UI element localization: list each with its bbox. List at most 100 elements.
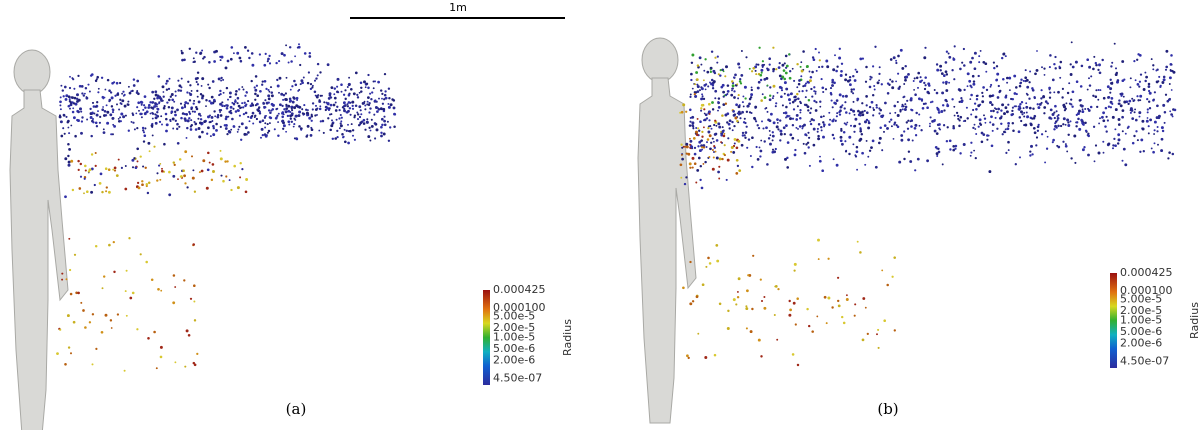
particle xyxy=(290,112,294,116)
particle xyxy=(383,93,387,97)
particle xyxy=(263,116,267,119)
particle xyxy=(186,186,189,189)
particle xyxy=(281,119,284,123)
particle xyxy=(60,84,63,87)
particle xyxy=(745,56,748,59)
particle xyxy=(953,114,956,117)
particle xyxy=(327,108,331,112)
particle xyxy=(82,94,85,97)
particle xyxy=(383,119,386,123)
particle xyxy=(267,97,271,101)
particle xyxy=(141,126,145,130)
particle xyxy=(1136,83,1140,86)
particle xyxy=(172,127,175,130)
particle xyxy=(265,134,268,137)
particle xyxy=(93,183,96,187)
particle xyxy=(975,97,979,101)
particle xyxy=(222,179,225,183)
particle xyxy=(157,287,160,291)
particle xyxy=(800,75,803,78)
particle xyxy=(808,70,811,73)
particle xyxy=(695,71,699,74)
particle xyxy=(797,97,800,101)
particle xyxy=(64,195,67,199)
particle xyxy=(144,106,147,109)
particle xyxy=(1105,115,1108,118)
particle xyxy=(1165,49,1169,53)
particle xyxy=(808,164,811,167)
particle xyxy=(1036,129,1040,132)
particle xyxy=(1004,55,1007,58)
particle xyxy=(833,81,836,85)
particle xyxy=(984,121,987,124)
particle xyxy=(690,145,694,149)
particle xyxy=(822,121,825,124)
particle xyxy=(1158,75,1161,78)
particle xyxy=(238,125,241,128)
particle xyxy=(261,80,264,83)
particle xyxy=(698,149,702,153)
particle xyxy=(907,119,910,122)
particle xyxy=(853,130,856,133)
particle xyxy=(136,89,139,92)
particle xyxy=(153,105,157,108)
particle xyxy=(695,181,698,184)
particle xyxy=(270,94,274,98)
particle xyxy=(232,125,236,128)
particle xyxy=(809,120,812,123)
particle xyxy=(838,93,842,97)
particle xyxy=(101,190,104,194)
particle xyxy=(212,170,215,173)
particle xyxy=(1044,161,1047,164)
particle xyxy=(918,124,921,127)
particle xyxy=(832,68,836,72)
particle xyxy=(901,103,904,106)
particle xyxy=(150,106,153,109)
particle xyxy=(986,134,989,137)
particle xyxy=(842,321,846,325)
particle xyxy=(933,129,937,133)
particle xyxy=(798,79,801,82)
particle xyxy=(758,146,761,149)
particle xyxy=(104,167,108,170)
particle xyxy=(154,93,158,97)
particle xyxy=(1068,102,1071,105)
particle xyxy=(969,154,972,157)
colorbar xyxy=(483,290,490,385)
particle xyxy=(59,108,62,111)
particle xyxy=(853,113,856,116)
particle xyxy=(698,56,702,60)
particle xyxy=(821,169,825,173)
particle xyxy=(1054,67,1057,70)
particle xyxy=(101,287,104,290)
particle xyxy=(725,65,728,69)
particle xyxy=(61,272,64,275)
particle xyxy=(133,128,136,131)
particle xyxy=(853,124,857,128)
particle xyxy=(903,108,907,111)
particle xyxy=(222,78,225,81)
particle xyxy=(351,104,354,108)
particle xyxy=(1153,142,1156,145)
particle xyxy=(342,101,346,105)
particle xyxy=(162,95,165,98)
particle xyxy=(941,104,945,107)
particle xyxy=(789,92,793,96)
particle xyxy=(1138,115,1141,118)
particle xyxy=(199,93,203,96)
particle xyxy=(387,139,391,142)
particle xyxy=(1057,113,1060,117)
particle xyxy=(144,127,147,130)
particle xyxy=(735,303,738,306)
particle xyxy=(366,103,369,106)
particle xyxy=(92,121,95,124)
particle xyxy=(718,177,721,180)
particle xyxy=(1026,115,1030,119)
colorbar-tick-label: 5.00e-6 xyxy=(493,342,535,355)
particle xyxy=(152,101,155,104)
particle xyxy=(775,102,778,105)
particle xyxy=(752,67,755,70)
particle xyxy=(300,127,303,130)
particle xyxy=(1111,102,1114,105)
particle xyxy=(1034,72,1037,76)
